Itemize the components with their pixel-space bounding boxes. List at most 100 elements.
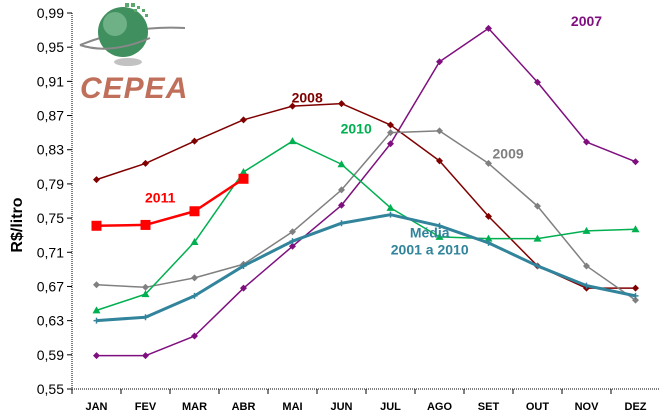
series-line-2009	[96, 130, 636, 301]
data-point	[338, 220, 345, 227]
data-point	[91, 220, 102, 231]
y-tick-label: 0,55	[37, 381, 64, 397]
data-point	[142, 314, 149, 321]
data-point	[289, 238, 296, 245]
data-point	[93, 281, 100, 289]
data-point	[93, 352, 100, 360]
svg-text:CEPEA: CEPEA	[80, 72, 188, 105]
data-point	[485, 159, 492, 167]
series-label: 2011	[145, 190, 176, 206]
data-point	[436, 222, 443, 229]
x-tick-label: SET	[478, 401, 500, 413]
y-tick-label: 0,63	[37, 313, 64, 329]
data-point	[533, 234, 542, 242]
data-point	[141, 290, 150, 298]
data-point	[191, 274, 198, 282]
y-axis-label: R$/litro	[9, 197, 26, 252]
y-tick-label: 0,79	[37, 176, 64, 192]
data-point	[534, 262, 541, 269]
x-tick-label: JAN	[85, 401, 107, 413]
data-point	[93, 176, 100, 184]
data-point	[238, 173, 249, 184]
x-tick-label: AGO	[427, 401, 453, 413]
data-point	[436, 127, 443, 135]
data-point	[632, 284, 639, 292]
data-point	[582, 226, 591, 234]
data-point	[583, 282, 590, 289]
series-line-2010	[96, 140, 636, 312]
data-point	[239, 167, 248, 175]
data-point	[191, 137, 198, 145]
series-label: 2010	[341, 120, 372, 136]
data-point	[485, 239, 492, 246]
data-point	[583, 138, 590, 146]
y-tick-label: 0,95	[37, 39, 64, 55]
x-tick-label: OUT	[526, 401, 550, 413]
data-point	[288, 137, 297, 145]
data-point	[190, 238, 199, 246]
data-point	[436, 58, 443, 66]
data-point	[387, 211, 394, 218]
series-line-2011	[96, 177, 245, 228]
x-tick-label: JUN	[330, 401, 352, 413]
data-point	[289, 242, 296, 250]
x-tick-label: FEV	[135, 401, 157, 413]
data-point	[338, 201, 345, 209]
data-point	[338, 100, 345, 108]
data-point	[484, 234, 493, 242]
data-point	[240, 262, 247, 269]
series-label: 2007	[571, 13, 602, 29]
series-line-Média	[96, 213, 636, 323]
y-tick-label: 0,99	[37, 5, 64, 21]
data-point	[387, 140, 394, 148]
data-point	[140, 219, 151, 230]
data-point	[534, 78, 541, 86]
x-tick-label: NOV	[575, 401, 600, 413]
data-point	[583, 262, 590, 270]
data-point	[240, 116, 247, 124]
data-point	[289, 228, 296, 236]
data-point	[485, 24, 492, 32]
data-point	[485, 212, 492, 220]
x-tick-label: DEZ	[625, 401, 647, 413]
series-label: 2009	[493, 145, 524, 161]
cepea-logo: CEPEA	[79, 3, 188, 105]
data-point	[631, 225, 640, 233]
y-tick-label: 0,75	[37, 210, 64, 226]
data-point	[93, 317, 100, 324]
x-tick-label: ABR	[232, 401, 256, 413]
data-point	[632, 292, 639, 299]
y-tick-label: 0,83	[37, 142, 64, 158]
y-tick-label: 0,71	[37, 244, 64, 260]
series-label: Média	[410, 225, 450, 241]
data-point	[191, 292, 198, 299]
data-point	[142, 159, 149, 167]
data-point	[632, 296, 639, 304]
series-line-2007	[96, 27, 636, 357]
y-tick-label: 0,91	[37, 73, 64, 89]
x-tick-label: JUL	[380, 401, 401, 413]
x-tick-label: MAR	[182, 401, 207, 413]
series-label: 2008	[292, 90, 323, 106]
data-point	[387, 121, 394, 129]
data-point	[338, 186, 345, 194]
y-tick-label: 0,67	[37, 278, 64, 294]
data-point	[387, 129, 394, 137]
data-point	[240, 284, 247, 292]
data-point	[534, 202, 541, 210]
data-point	[386, 203, 395, 211]
data-point	[435, 232, 444, 240]
data-point	[289, 102, 296, 110]
data-point	[436, 157, 443, 165]
y-tick-label: 0,87	[37, 108, 64, 124]
data-point	[191, 332, 198, 340]
data-point	[92, 306, 101, 314]
data-point	[337, 160, 346, 168]
y-tick-label: 0,59	[37, 347, 64, 363]
data-point	[142, 283, 149, 291]
x-tick-label: MAI	[282, 401, 302, 413]
data-point	[189, 206, 200, 217]
series-label: 2001 a 2010	[391, 242, 469, 258]
data-point	[632, 158, 639, 166]
